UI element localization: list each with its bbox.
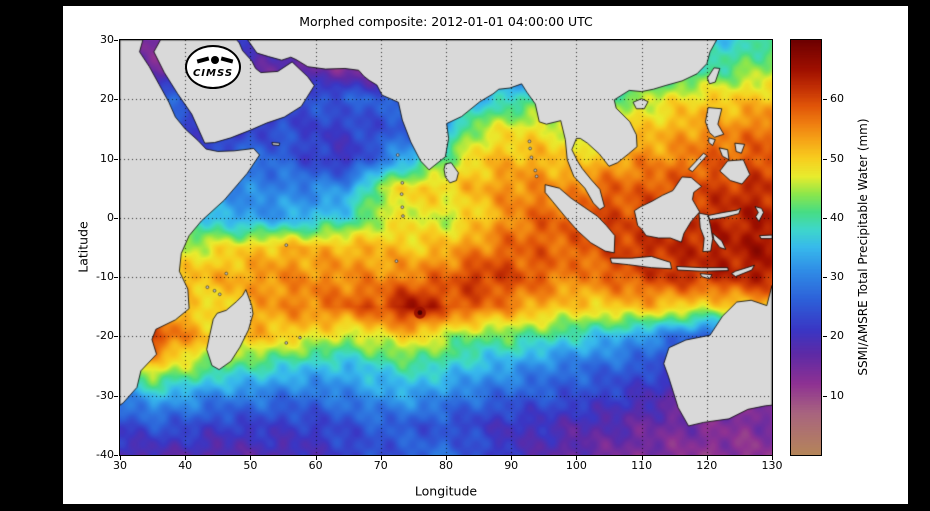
x-tick-label: 90 bbox=[504, 459, 519, 472]
x-tick-label: 50 bbox=[243, 459, 258, 472]
y-tick-label: 20 bbox=[100, 92, 114, 106]
colorbar-tick-mark bbox=[823, 99, 827, 100]
logo-text: CIMSS bbox=[192, 68, 234, 79]
y-tick-mark bbox=[114, 455, 118, 456]
x-tick-mark bbox=[120, 456, 121, 460]
satellite-panel-icon bbox=[196, 56, 210, 64]
colorbar-tick-label: 10 bbox=[830, 388, 844, 402]
satellite-panel-icon bbox=[220, 56, 234, 64]
colorbar-tick-mark bbox=[823, 218, 827, 219]
x-tick-label: 80 bbox=[439, 459, 453, 472]
x-tick-mark bbox=[707, 456, 708, 460]
x-tick-label: 130 bbox=[761, 459, 783, 472]
x-tick-label: 60 bbox=[308, 459, 323, 472]
y-tick-label: -40 bbox=[96, 448, 114, 461]
figure-title: Morphed composite: 2012-01-01 04:00:00 U… bbox=[299, 14, 593, 29]
colorbar bbox=[790, 39, 822, 456]
y-tick-label: -10 bbox=[96, 270, 114, 284]
x-tick-label: 70 bbox=[373, 459, 388, 472]
x-tick-label: 110 bbox=[631, 459, 653, 472]
colorbar-tick-mark bbox=[823, 336, 827, 337]
colorbar-tick-mark bbox=[823, 396, 827, 397]
y-axis-label: Latitude bbox=[75, 221, 91, 273]
x-tick-label: 120 bbox=[696, 459, 718, 472]
y-tick-label: 30 bbox=[100, 33, 114, 46]
y-tick-mark bbox=[114, 159, 118, 160]
cimss-logo: CIMSS bbox=[185, 45, 241, 89]
colorbar-tick-label: 40 bbox=[830, 210, 844, 224]
y-tick-label: 10 bbox=[100, 151, 114, 165]
x-tick-label: 40 bbox=[178, 459, 193, 472]
colorbar-tick-label: 60 bbox=[830, 92, 844, 106]
y-tick-label: -20 bbox=[96, 329, 114, 343]
x-tick-mark bbox=[381, 456, 382, 460]
y-tick-mark bbox=[114, 40, 118, 41]
x-tick-mark bbox=[250, 456, 251, 460]
y-tick-mark bbox=[114, 99, 118, 100]
figure: Morphed composite: 2012-01-01 04:00:00 U… bbox=[63, 6, 908, 504]
satellite-icon bbox=[211, 56, 219, 64]
tpw-map-canvas bbox=[120, 40, 772, 455]
colorbar-tick-mark bbox=[823, 277, 827, 278]
x-tick-mark bbox=[511, 456, 512, 460]
x-tick-mark bbox=[185, 456, 186, 460]
x-tick-mark bbox=[576, 456, 577, 460]
x-axis-label: Longitude bbox=[414, 483, 478, 499]
y-tick-mark bbox=[114, 277, 118, 278]
y-tick-mark bbox=[114, 336, 118, 337]
x-tick-label: 30 bbox=[113, 459, 127, 472]
colorbar-canvas bbox=[791, 40, 821, 455]
colorbar-tick-label: 20 bbox=[830, 329, 844, 343]
colorbar-tick-label: 50 bbox=[830, 151, 844, 165]
y-tick-mark bbox=[114, 218, 118, 219]
x-tick-label: 100 bbox=[565, 459, 587, 472]
colorbar-tick-label: 30 bbox=[830, 270, 844, 284]
y-tick-mark bbox=[114, 396, 118, 397]
x-tick-mark bbox=[772, 456, 773, 460]
map-axes bbox=[119, 39, 773, 456]
y-tick-label: -30 bbox=[96, 388, 114, 402]
colorbar-label: SSMI/AMSRE Total Precipitable Water (mm) bbox=[856, 118, 870, 376]
y-tick-label: 0 bbox=[107, 210, 114, 224]
x-tick-mark bbox=[642, 456, 643, 460]
colorbar-tick-mark bbox=[823, 159, 827, 160]
x-tick-mark bbox=[316, 456, 317, 460]
x-tick-mark bbox=[446, 456, 447, 460]
